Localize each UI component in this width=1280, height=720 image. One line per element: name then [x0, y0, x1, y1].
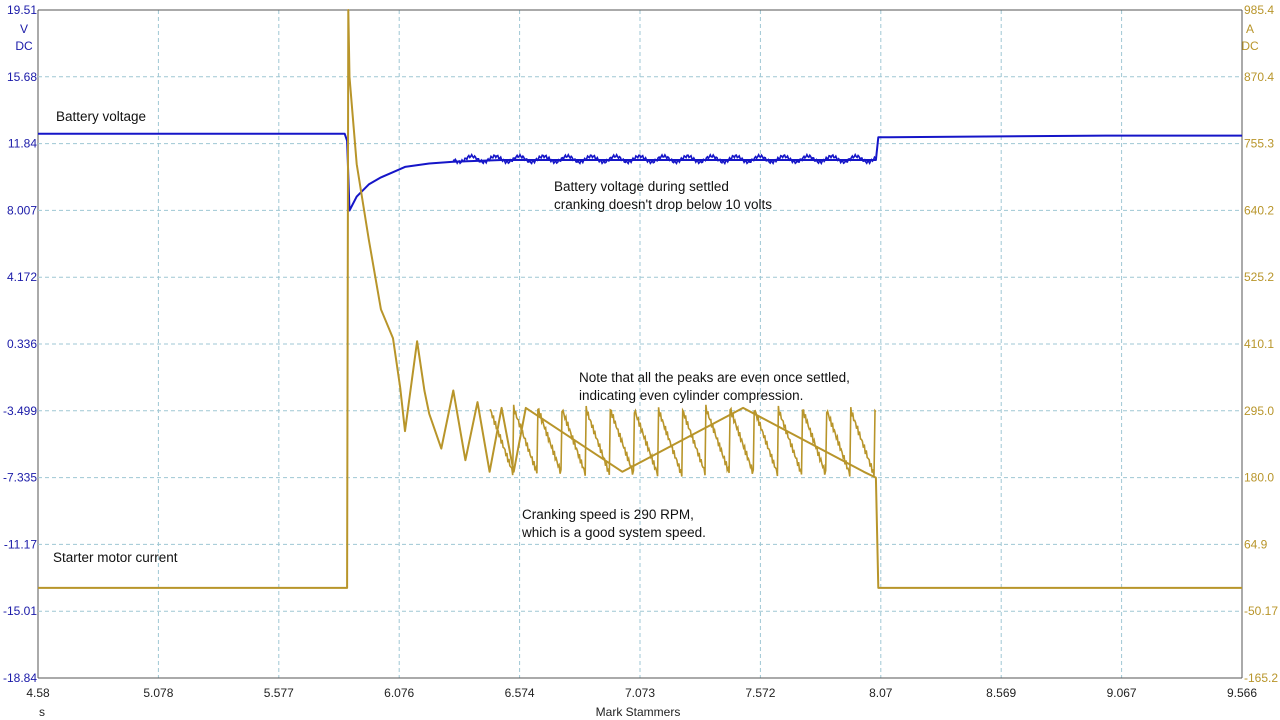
starter-current-ripple	[489, 404, 877, 477]
left-tick-label: -18.84	[3, 671, 37, 685]
voltage-note-text: Battery voltage during settled	[554, 179, 729, 194]
right-tick-label: 755.3	[1244, 137, 1274, 151]
left-unit-label: DC	[15, 39, 33, 53]
x-tick-label: 7.073	[625, 686, 655, 700]
left-unit-label: V	[20, 22, 28, 36]
right-unit-label: A	[1246, 22, 1254, 36]
right-axis-ticks: 985.4 870.4 755.3 640.2 525.2 410.1 295.0 180.0…	[1244, 3, 1278, 685]
left-axis-ticks: 19.51 15.68 11.84 8.007 4.172 0.336 -3.499 -7.3…	[3, 3, 37, 685]
peaks-note-text: Note that all the peaks are even once se…	[579, 370, 850, 385]
x-tick-label: 6.076	[384, 686, 414, 700]
x-tick-label: 5.577	[264, 686, 294, 700]
grid	[37, 9, 1243, 679]
left-tick-label: 0.336	[7, 337, 37, 351]
x-axis-ticks: 4.58 5.078 5.577 6.076 6.574 7.073 7.572 8.07 8.…	[26, 686, 1257, 700]
credit-label: Mark Stammers	[596, 705, 681, 719]
peaks-note-text: indicating even cylinder compression.	[579, 388, 803, 403]
left-tick-label: -11.17	[4, 537, 37, 551]
x-tick-label: 8.07	[869, 686, 893, 700]
right-tick-label: 985.4	[1244, 3, 1274, 17]
annotations: Battery voltage Starter motor current Batt…	[53, 109, 850, 565]
right-tick-label: 295.0	[1244, 404, 1274, 418]
left-tick-label: 15.68	[7, 70, 37, 84]
x-tick-label: 5.078	[143, 686, 173, 700]
x-tick-label: 4.58	[26, 686, 50, 700]
left-tick-label: -7.335	[3, 471, 37, 485]
speed-note-text: Cranking speed is 290 RPM,	[522, 507, 694, 522]
right-unit-label: DC	[1241, 39, 1259, 53]
battery-voltage-line	[38, 132, 1242, 212]
right-tick-label: 870.4	[1244, 70, 1274, 84]
right-tick-label: 525.2	[1244, 270, 1274, 284]
left-tick-label: -15.01	[3, 604, 37, 618]
left-tick-label: 8.007	[7, 203, 37, 217]
left-tick-label: 19.51	[7, 3, 37, 17]
right-tick-label: 180.0	[1244, 471, 1274, 485]
x-tick-label: 9.566	[1227, 686, 1257, 700]
starter-current-line	[38, 9, 1242, 589]
current-label-text: Starter motor current	[53, 550, 178, 565]
speed-note-text: which is a good system speed.	[521, 525, 706, 540]
battery-voltage-ripple	[452, 152, 876, 166]
x-tick-label: 9.067	[1107, 686, 1137, 700]
right-tick-label: -50.17	[1244, 604, 1278, 618]
right-tick-label: 64.9	[1244, 537, 1268, 551]
axis-units: V DC A DC s	[15, 22, 1259, 719]
series-group	[38, 9, 1242, 589]
voltage-label-text: Battery voltage	[56, 109, 146, 124]
x-unit-label: s	[39, 705, 45, 719]
left-tick-label: 11.84	[8, 137, 37, 151]
left-tick-label: 4.172	[7, 270, 37, 284]
x-tick-label: 7.572	[745, 686, 775, 700]
voltage-note-text: cranking doesn't drop below 10 volts	[554, 197, 772, 212]
left-tick-label: -3.499	[3, 404, 37, 418]
x-tick-label: 6.574	[505, 686, 535, 700]
right-tick-label: 640.2	[1244, 203, 1274, 217]
right-tick-label: -165.2	[1244, 671, 1278, 685]
x-tick-label: 8.569	[986, 686, 1016, 700]
right-tick-label: 410.1	[1244, 337, 1274, 351]
